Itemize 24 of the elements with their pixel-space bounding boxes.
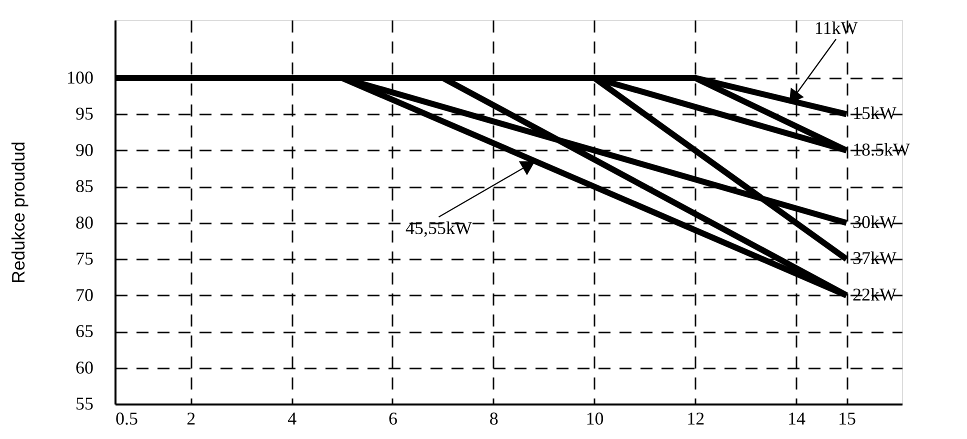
y-axis-title: Redukce proudud xyxy=(8,141,28,284)
x-tick-label: 12 xyxy=(686,408,705,428)
x-tick-label: 10 xyxy=(586,408,604,428)
annotation: 11kW xyxy=(814,18,858,38)
y-tick-label: 95 xyxy=(76,104,94,124)
y-tick-label: 70 xyxy=(76,284,94,305)
annotation: 18.5kW xyxy=(852,139,910,160)
y-tick-label: 90 xyxy=(76,140,94,160)
x-tick-label: 2 xyxy=(186,408,196,428)
x-tick-label: 4 xyxy=(288,408,297,428)
x-tick-label: 0.5 xyxy=(116,408,138,428)
y-tick-label: 75 xyxy=(76,248,94,269)
x-tick-label: 15 xyxy=(838,408,856,428)
y-tick-label: 85 xyxy=(76,176,94,196)
x-tick-label: 8 xyxy=(489,408,498,428)
annotation: 22kW xyxy=(852,284,897,304)
y-tick-label: 80 xyxy=(76,212,94,232)
x-tick-label: 14 xyxy=(788,408,806,428)
y-tick-label: 100 xyxy=(66,67,94,88)
x-tick-label: 6 xyxy=(388,408,398,428)
y-tick-label: 65 xyxy=(76,321,94,342)
y-tick-label: 55 xyxy=(76,394,94,414)
y-tick-label: 60 xyxy=(76,357,94,378)
annotation: 30kW xyxy=(852,212,897,232)
